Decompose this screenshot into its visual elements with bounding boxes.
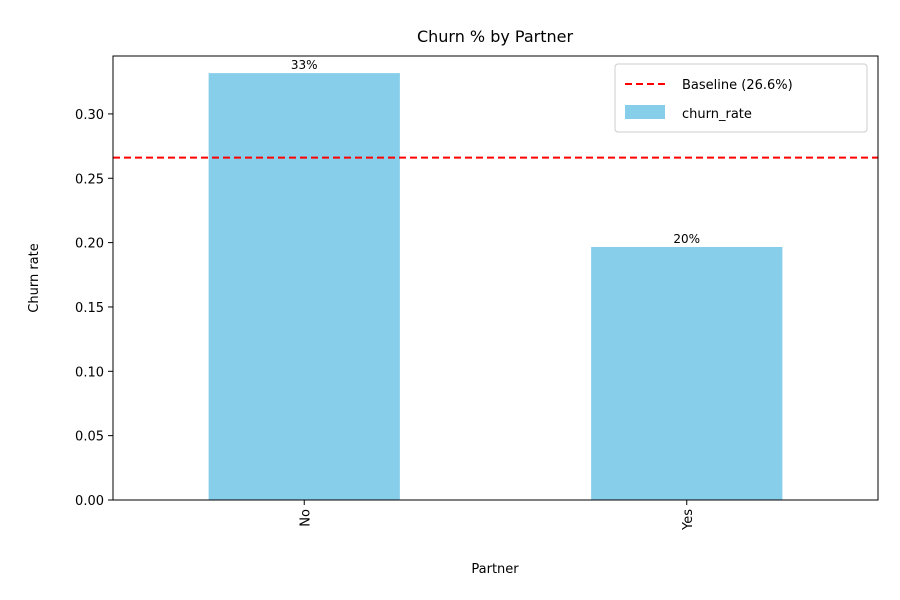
x-tick-label-yes: Yes xyxy=(681,509,696,531)
plot-frame xyxy=(112,55,879,501)
y-tick-label: 0.25 xyxy=(75,172,104,187)
legend-baseline-label: Baseline (26.6%) xyxy=(682,78,793,93)
y-tick-label: 0.10 xyxy=(75,365,104,380)
x-axis-label: Partner xyxy=(471,562,519,577)
y-tick-label: 0.20 xyxy=(75,237,104,252)
chart-title: Churn % by Partner xyxy=(417,27,574,46)
bar-yes xyxy=(591,246,783,500)
y-tick-label: 0.00 xyxy=(75,494,104,509)
x-tick-label-no: No xyxy=(298,509,313,527)
data-label-yes: 20% xyxy=(673,232,700,246)
y-tick-label: 0.05 xyxy=(75,430,104,445)
legend: Baseline (26.6%) churn_rate xyxy=(614,63,868,133)
plot-area: 33% No 20% Yes 0.00 0.05 0.10 0.15 0.20 0.25 0.30 xyxy=(75,55,879,531)
legend-churn-rate-swatch xyxy=(625,105,665,119)
legend-box xyxy=(614,63,868,133)
y-tick-label: 0.15 xyxy=(75,301,104,316)
bar-no xyxy=(208,73,400,501)
y-tick-label: 0.30 xyxy=(75,108,104,123)
y-axis-label: Churn rate xyxy=(27,243,42,312)
data-label-no: 33% xyxy=(291,58,318,72)
legend-churn-rate-label: churn_rate xyxy=(682,107,752,122)
